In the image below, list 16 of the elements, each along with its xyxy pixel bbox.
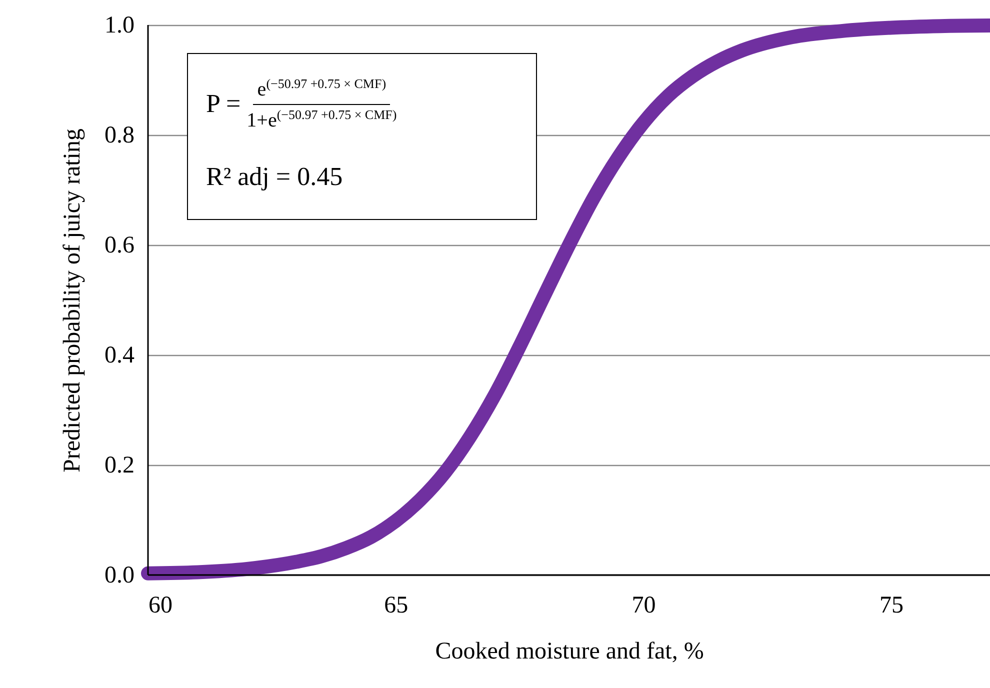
x-tick-label: 60 xyxy=(148,592,172,618)
y-tick-label: 0.0 xyxy=(104,562,134,588)
y-tick-label: 0.2 xyxy=(104,452,134,478)
annotation: e$^{(−50.97 +0.75 × CMF)}$ xyxy=(253,76,390,105)
x-tick-label: 65 xyxy=(384,592,408,618)
y-tick-label: 1.0 xyxy=(104,12,134,38)
annotation: R² adj = 0.45 xyxy=(206,162,343,192)
annotation: 1+e$^{(−50.97 +0.75 × CMF)}$ xyxy=(246,106,397,132)
x-axis-title: Cooked moisture and fat, % xyxy=(435,638,704,664)
annotation: P = xyxy=(206,89,241,120)
y-tick-label: 0.4 xyxy=(104,342,134,368)
y-tick-label: 0.6 xyxy=(104,232,134,258)
x-tick-label: 75 xyxy=(879,592,904,618)
y-axis-title: Predicted probability of juicy rating xyxy=(60,128,86,472)
x-tick-label: 70 xyxy=(632,592,656,618)
y-tick-label: 0.8 xyxy=(104,122,134,148)
